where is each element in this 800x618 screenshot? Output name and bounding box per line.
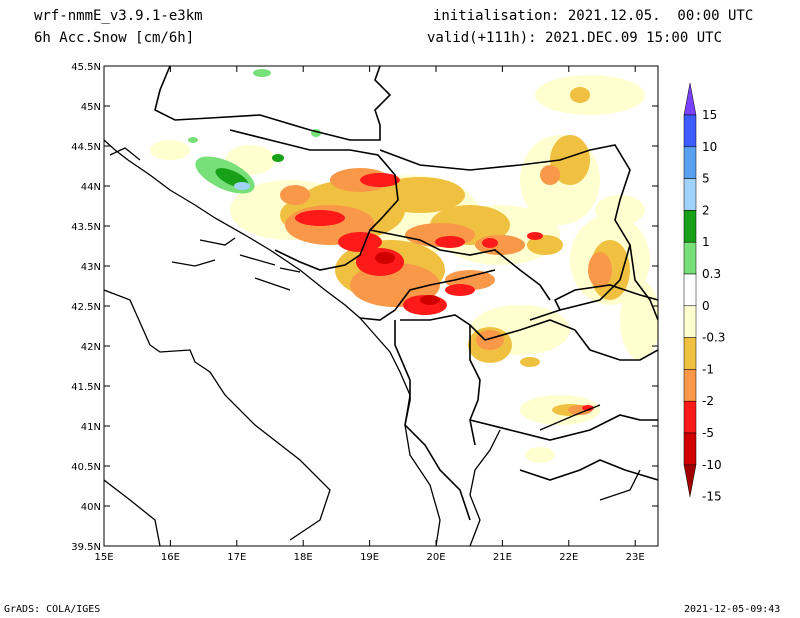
colorbar-bin	[683, 178, 697, 211]
colorbar-label: 2	[702, 203, 710, 217]
lon-label: 16E	[161, 552, 180, 563]
lon-label: 21E	[493, 552, 512, 563]
lat-label: 40.5N	[71, 462, 101, 473]
lat-label: 45.5N	[71, 62, 101, 73]
colorbar-label: 10	[702, 140, 717, 154]
lon-label: 20E	[426, 552, 445, 563]
init-time: initialisation: 2021.12.05. 00:00 UTC	[433, 8, 754, 24]
lat-label: 39.5N	[71, 542, 101, 553]
colorbar-label: -15	[702, 490, 722, 504]
lat-label: 44.5N	[71, 142, 101, 153]
colorbar-bin	[683, 114, 697, 148]
colorbar-label: -0.3	[702, 331, 725, 345]
footer-credit: GrADS: COLA/IGES	[4, 604, 101, 615]
lon-label: 22E	[559, 552, 578, 563]
colorbar-bin	[683, 432, 697, 466]
colorbar-label: -10	[702, 458, 722, 472]
lon-label: 23E	[626, 552, 645, 563]
lat-label: 41.5N	[71, 382, 101, 393]
colorbar: 15 10 5 2 1 0.3 0 -0.3 -1 -2 -5 -10 -15	[683, 82, 725, 504]
colorbar-label: 0.3	[702, 267, 721, 281]
colorbar-bin	[683, 400, 697, 434]
valid-time: valid(+111h): 2021.DEC.09 15:00 UTC	[427, 30, 723, 46]
colorbar-bin	[683, 305, 697, 338]
colorbar-label: 0	[702, 299, 710, 313]
snow-field	[150, 69, 658, 463]
variable-title: 6h Acc.Snow [cm/6h]	[34, 30, 195, 46]
lon-label: 17E	[227, 552, 246, 563]
lon-label: 18E	[294, 552, 313, 563]
lat-ticks: 45.5N 45N 44.5N 44N 43.5N 43N 42.5N 42N 41.5N 41N…	[71, 62, 658, 553]
lon-label: 19E	[360, 552, 379, 563]
colorbar-top-arrow	[683, 82, 697, 116]
colorbar-bin	[683, 337, 697, 370]
colorbar-bottom-arrow	[683, 464, 697, 497]
colorbar-bin	[683, 273, 697, 307]
colorbar-label: -5	[702, 426, 714, 440]
lat-label: 41N	[81, 422, 101, 433]
lat-label: 45N	[81, 102, 101, 113]
lat-label: 40N	[81, 502, 101, 513]
colorbar-label: 5	[702, 172, 710, 186]
lat-label: 42N	[81, 342, 101, 353]
colorbar-label: 1	[702, 235, 710, 249]
lat-label: 43.5N	[71, 222, 101, 233]
lat-label: 43N	[81, 262, 101, 273]
coastlines	[104, 139, 641, 546]
colorbar-label: -1	[702, 362, 714, 376]
model-title: wrf-nmmE_v3.9.1-e3km	[34, 8, 203, 24]
footer-timestamp: 2021-12-05-09:43	[684, 604, 781, 615]
lon-label: 15E	[94, 552, 113, 563]
lat-label: 42.5N	[71, 302, 101, 313]
colorbar-bin	[683, 241, 697, 275]
colorbar-label: -2	[702, 394, 714, 408]
borders	[154, 66, 658, 521]
colorbar-label: 15	[702, 108, 717, 122]
colorbar-bin	[683, 369, 697, 402]
lat-label: 44N	[81, 182, 101, 193]
lon-ticks: 15E 16E 17E 18E 19E 20E 21E 22E 23E	[94, 66, 645, 563]
field-dark-red	[375, 252, 440, 305]
colorbar-bin	[683, 210, 697, 243]
colorbar-bin	[683, 146, 697, 179]
field-green	[188, 69, 321, 194]
